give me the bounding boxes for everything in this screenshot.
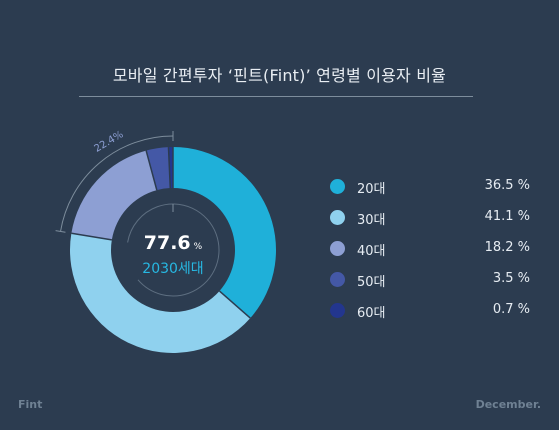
donut-slice-40s [71, 150, 157, 240]
legend-item-60s: 60대 0.7 % [330, 300, 530, 330]
legend-value: 0.7 % [492, 302, 530, 317]
donut-slice-30s [70, 233, 251, 353]
center-value-number: 77.6 [143, 232, 191, 254]
chart-title: 모바일 간편투자 ‘핀트(Fint)’ 연령별 이용자 비율 [112, 66, 447, 85]
slice-separator [219, 290, 251, 319]
slice-separator [145, 150, 158, 191]
legend-item-40s: 40대 18.2 % [330, 238, 530, 268]
legend-label: 20대 [357, 182, 386, 197]
legend-swatch [330, 179, 345, 194]
donut-slice-50s [146, 147, 171, 191]
legend-swatch [330, 210, 345, 225]
legend-swatch [330, 303, 345, 318]
legend-label: 30대 [357, 213, 386, 228]
center-value-unit: % [193, 242, 203, 252]
center-percentage: 77.6% [128, 232, 218, 254]
legend-item-50s: 50대 3.5 % [330, 269, 530, 299]
inner-ring [126, 203, 220, 297]
slice-separator [71, 232, 112, 241]
bracket-cap [55, 230, 66, 233]
donut-slice-20s [173, 147, 276, 319]
bracket-label: 22.4% [93, 129, 126, 155]
legend-value: 36.5 % [484, 178, 530, 193]
bracket-arc [60, 135, 174, 232]
legend-swatch [330, 241, 345, 256]
legend-label: 60대 [357, 306, 386, 321]
legend-value: 3.5 % [492, 271, 530, 286]
title-divider [79, 96, 473, 97]
legend-value: 41.1 % [484, 209, 530, 224]
legend-label: 40대 [357, 244, 386, 259]
legend-swatch [330, 272, 345, 287]
legend-label: 50대 [357, 275, 386, 290]
legend-value: 18.2 % [484, 240, 530, 255]
brand-logo-december: December. [475, 398, 541, 411]
legend-item-30s: 30대 41.1 % [330, 207, 530, 237]
legend: 20대 36.5 % 30대 41.1 % 40대 18.2 % 50대 3.5… [330, 176, 530, 331]
center-label: 2030세대 [142, 261, 204, 277]
brand-logo-fint: Fint [18, 398, 43, 411]
legend-item-20s: 20대 36.5 % [330, 176, 530, 206]
slice-separator [167, 147, 172, 189]
